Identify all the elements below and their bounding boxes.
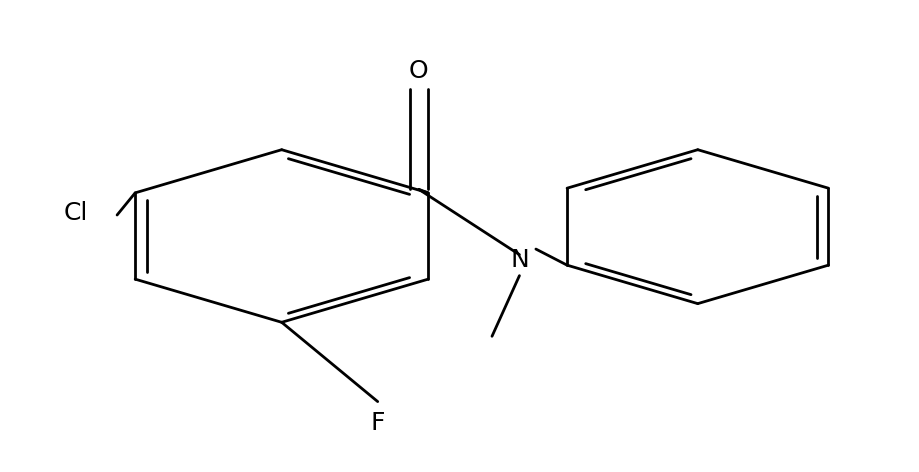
Text: Cl: Cl xyxy=(63,201,88,225)
Text: O: O xyxy=(409,59,428,84)
Text: N: N xyxy=(509,248,528,272)
Text: F: F xyxy=(370,411,384,435)
